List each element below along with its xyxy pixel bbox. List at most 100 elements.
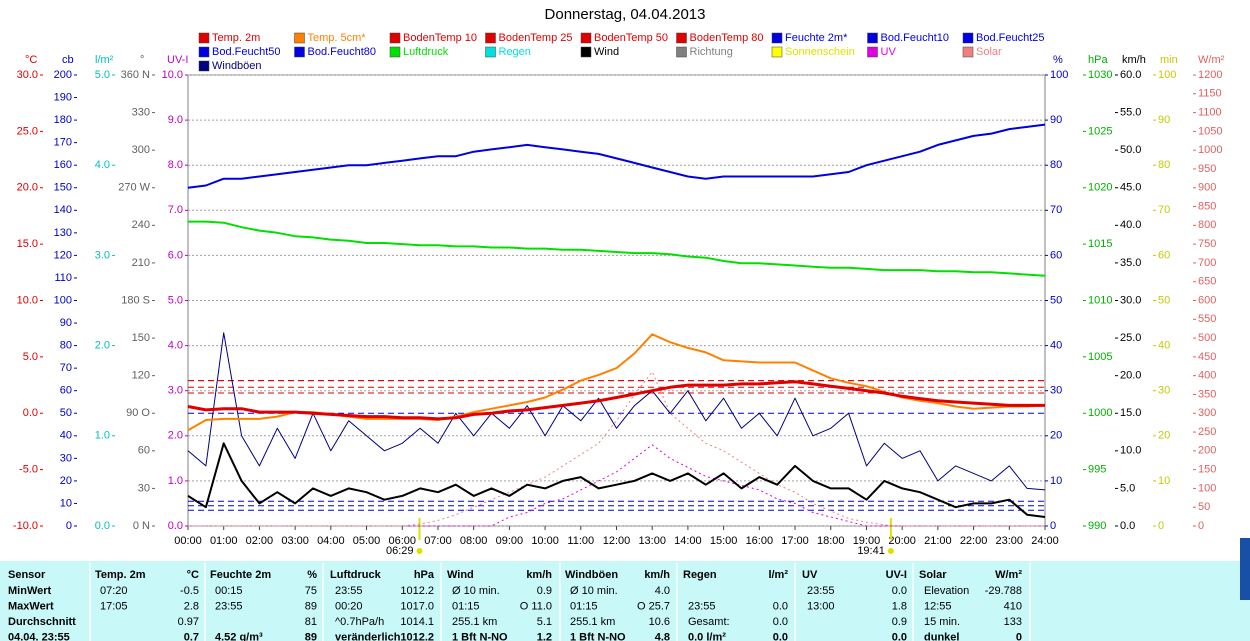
legend-swatch <box>867 32 878 44</box>
y-tick-label: 0 <box>1198 520 1204 532</box>
y-tick-label: 1015 <box>1088 238 1112 250</box>
series-line <box>187 332 1046 491</box>
table-cell: Elevation <box>924 585 969 597</box>
table-cell: 23:55 <box>807 585 835 597</box>
y-tick-label: 750 <box>1198 238 1216 250</box>
y-tick-label: 0.0 <box>23 407 38 419</box>
y-tick-label: 80 <box>60 340 72 352</box>
y-tick-label: 90 <box>1050 114 1062 126</box>
x-tick-label: 08:00 <box>460 535 488 547</box>
axis-unit: l/m² <box>95 54 114 66</box>
y-tick-label: 10 <box>1158 475 1170 487</box>
y-tick-label: 1030 <box>1088 69 1112 81</box>
table-cell: 75 <box>305 585 317 597</box>
table-cell: 0.0 <box>892 632 907 641</box>
legend-label: BodenTemp 25 <box>499 32 573 44</box>
y-tick-label: 80 <box>1050 159 1062 171</box>
legend-swatch <box>771 46 783 58</box>
y-tick-label: 35.0 <box>1120 257 1141 269</box>
y-tick-label: 60 <box>138 445 150 457</box>
y-tick-label: 400 <box>1198 370 1216 382</box>
legend-label: Sonnenschein <box>785 46 855 58</box>
y-tick-label: 90 O <box>126 407 150 419</box>
table-cell: 07:20 <box>100 585 128 597</box>
x-tick-label: 09:00 <box>496 535 524 547</box>
y-tick-label: 25.0 <box>17 125 38 137</box>
y-tick-label: 100 <box>1050 69 1068 81</box>
x-tick-label: 19:00 <box>853 535 881 547</box>
legend-label: Bod.Feucht10 <box>881 32 950 44</box>
y-tick-label: 15.0 <box>17 238 38 250</box>
y-tick-label: 90 <box>60 317 72 329</box>
table-cell: Ø 10 min. <box>452 585 500 597</box>
table-cell: 00:15 <box>215 585 243 597</box>
y-tick-label: 550 <box>1198 313 1216 325</box>
y-tick-label: 30.0 <box>1120 294 1141 306</box>
table-cell: 1012.2 <box>400 585 434 597</box>
legend-swatch <box>771 32 783 44</box>
y-tick-label: 60.0 <box>1120 69 1141 81</box>
table-cell: 17:05 <box>100 601 128 613</box>
table-cell: -29.788 <box>985 585 1022 597</box>
legend-label: Solar <box>976 46 1002 58</box>
table-cell: 0.9 <box>892 616 907 628</box>
legend-label: Regen <box>499 46 531 58</box>
table-cell: 255.1 km <box>570 616 615 628</box>
legend-swatch <box>676 46 687 58</box>
y-tick-label: 30.0 <box>17 69 38 81</box>
y-tick-label: 1150 <box>1198 88 1222 100</box>
legend-swatch <box>294 46 305 58</box>
table-cell: 0.97 <box>178 616 199 628</box>
legend-label: Bod.Feucht80 <box>308 46 377 58</box>
y-tick-label: 20 <box>1050 430 1062 442</box>
table-cell: 2.8 <box>184 601 199 613</box>
y-tick-label: 0 <box>66 520 72 532</box>
table-cell: 0.0 <box>773 601 788 613</box>
table-cell: 0.7 <box>184 632 199 641</box>
table-header: % <box>307 569 317 581</box>
legend-label: Feuchte 2m* <box>785 32 848 44</box>
y-tick-label: 1200 <box>1198 69 1222 81</box>
y-tick-label: 9.0 <box>168 114 183 126</box>
legend-label: Temp. 5cm* <box>308 32 367 44</box>
legend-label: Windböen <box>212 60 262 72</box>
axis-unit: hPa <box>1088 54 1108 66</box>
table-cell: 89 <box>305 632 317 641</box>
y-tick-label: 40 <box>1050 340 1062 352</box>
x-tick-label: 12:00 <box>603 535 631 547</box>
x-tick-label: 22:00 <box>960 535 988 547</box>
x-tick-label: 00:00 <box>174 535 202 547</box>
y-tick-label: 10.0 <box>17 294 38 306</box>
y-tick-label: 4.0 <box>95 159 110 171</box>
y-tick-label: 130 <box>54 227 72 239</box>
x-tick-label: 02:00 <box>246 535 274 547</box>
y-tick-label: 180 <box>54 114 72 126</box>
legend-swatch <box>198 46 210 58</box>
x-tick-label: 05:00 <box>353 535 381 547</box>
legend-swatch <box>389 32 401 44</box>
legend-swatch <box>962 46 974 58</box>
axis-unit: °C <box>25 54 37 66</box>
x-tick-label: 20:00 <box>888 535 916 547</box>
y-tick-label: 70 <box>60 362 72 374</box>
table-header: W/m² <box>995 569 1022 581</box>
table-cell: 00:20 <box>335 601 363 613</box>
y-tick-label: 30 <box>138 482 150 494</box>
y-tick-label: 20.0 <box>1120 370 1141 382</box>
table-header: Solar <box>919 569 947 581</box>
table-header: Windböen <box>565 569 618 581</box>
legend-swatch <box>198 60 210 72</box>
y-tick-label: 20 <box>60 475 72 487</box>
table-cell: 10.6 <box>649 616 670 628</box>
y-tick-label: 1.0 <box>168 475 183 487</box>
table-cell: 0.0 <box>773 632 788 641</box>
y-tick-label: 600 <box>1198 294 1216 306</box>
y-tick-label: 90 <box>1158 114 1170 126</box>
legend-swatch <box>389 46 401 58</box>
y-tick-label: 6.0 <box>168 249 183 261</box>
y-tick-label: 0.0 <box>95 520 110 532</box>
legend-swatch <box>198 32 210 44</box>
axis-unit: km/h <box>1122 54 1146 66</box>
y-tick-label: 200 <box>54 69 72 81</box>
legend-label: BodenTemp 50 <box>594 32 668 44</box>
